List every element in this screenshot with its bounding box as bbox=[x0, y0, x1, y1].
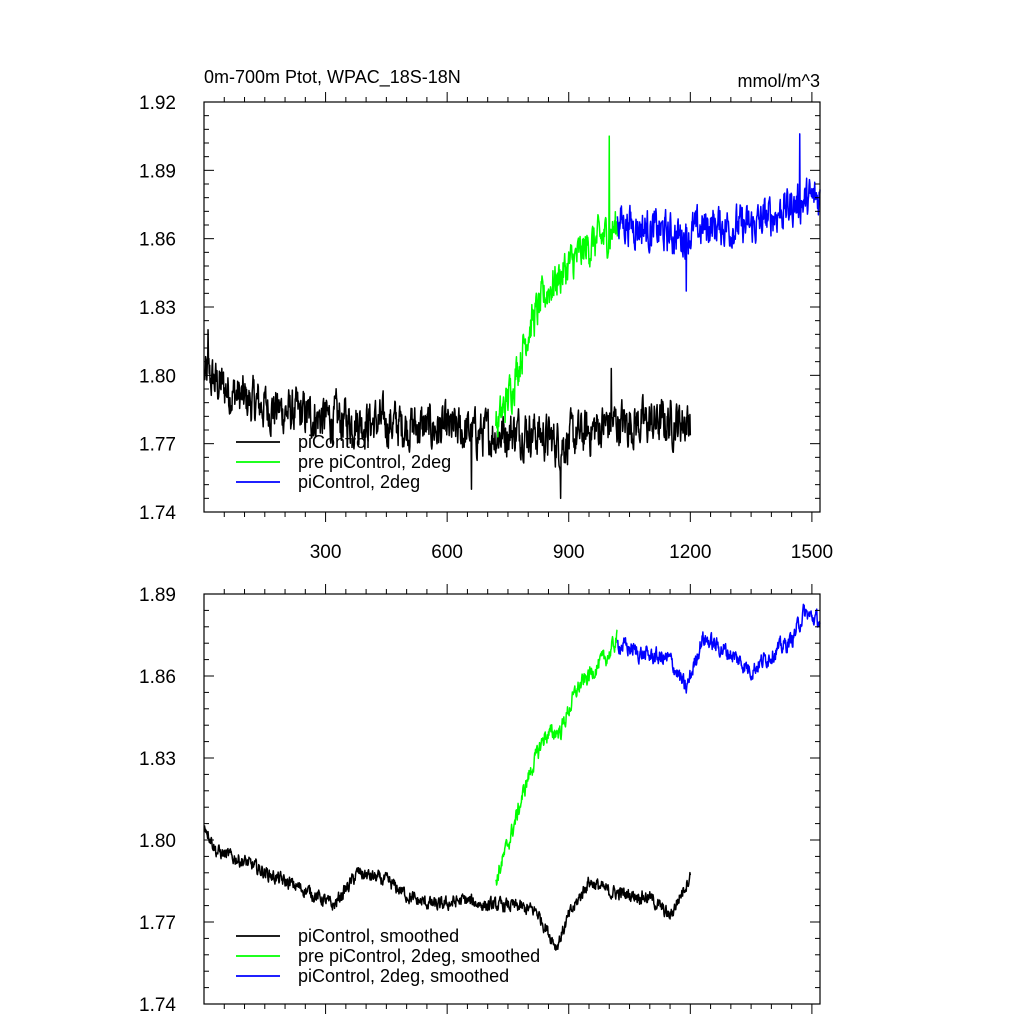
top-panel: 0m-700m Ptot, WPAC_18S-18N mmol/m^3 1.74… bbox=[139, 67, 833, 563]
x-tick-label: 600 bbox=[431, 542, 463, 563]
y-tick-label: 1.89 bbox=[139, 585, 176, 606]
legend-label: piControl, smoothed bbox=[298, 926, 459, 946]
series-line bbox=[203, 825, 692, 951]
legend-label: pre piControl, 2deg, smoothed bbox=[298, 946, 540, 966]
y-tick-label: 1.83 bbox=[139, 749, 176, 770]
bottom-panel: 1.74 1.77 1.80 1.83 1.86 1.89 piControl, smoo… bbox=[139, 584, 821, 1016]
y-tick-label: 1.77 bbox=[139, 435, 176, 456]
y-tick-label: 1.83 bbox=[139, 298, 176, 319]
tick-layer: 1.74 1.77 1.80 1.83 1.86 1.89 1.92 300 600 900 120… bbox=[139, 92, 833, 563]
x-tick-label: 900 bbox=[553, 542, 585, 563]
series-layer bbox=[203, 133, 821, 500]
legend-label: piControl bbox=[298, 432, 370, 452]
tick-layer: 1.74 1.77 1.80 1.83 1.86 1.89 bbox=[139, 584, 820, 1016]
chart-title: 0m-700m Ptot, WPAC_18S-18N bbox=[204, 67, 461, 88]
x-tick-label: 1500 bbox=[791, 542, 833, 563]
y-tick-label: 1.86 bbox=[139, 230, 176, 251]
series-line bbox=[203, 329, 692, 500]
plot-frame bbox=[203, 593, 821, 1005]
y-tick-label: 1.74 bbox=[139, 995, 176, 1016]
x-tick-label: 1200 bbox=[669, 542, 711, 563]
x-tick-label: 300 bbox=[310, 542, 342, 563]
y-tick-label: 1.80 bbox=[139, 366, 176, 387]
legend-label: piControl, 2deg, smoothed bbox=[298, 966, 509, 986]
series-line bbox=[616, 133, 821, 292]
legend-label: piControl, 2deg bbox=[298, 472, 420, 492]
y-tick-label: 1.80 bbox=[139, 831, 176, 852]
series-line bbox=[495, 629, 618, 886]
legend-label: pre piControl, 2deg bbox=[298, 452, 451, 472]
series-layer bbox=[203, 603, 821, 951]
plot-frame bbox=[203, 101, 821, 513]
series-line bbox=[616, 603, 821, 694]
y-tick-label: 1.86 bbox=[139, 667, 176, 688]
y-tick-label: 1.77 bbox=[139, 913, 176, 934]
y-tick-label: 1.74 bbox=[139, 503, 176, 524]
units-label: mmol/m^3 bbox=[738, 71, 820, 91]
y-tick-label: 1.92 bbox=[139, 93, 176, 114]
series-line bbox=[495, 135, 619, 438]
y-tick-label: 1.89 bbox=[139, 161, 176, 182]
